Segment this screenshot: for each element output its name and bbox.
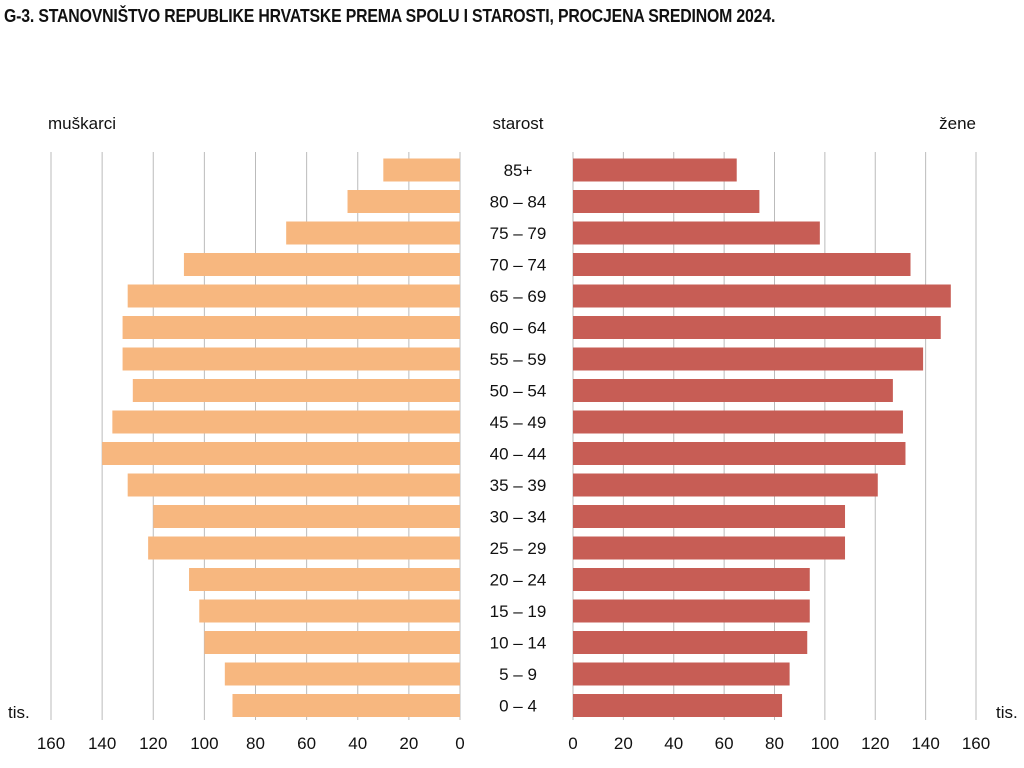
age-group-label: 65 – 69 xyxy=(490,287,547,306)
bar-men xyxy=(347,190,460,213)
bar-men xyxy=(102,442,460,465)
bar-men xyxy=(383,158,460,182)
x-tick-label-left: 0 xyxy=(455,734,464,753)
x-tick-label-left: 60 xyxy=(297,734,316,753)
age-group-label: 30 – 34 xyxy=(490,508,547,527)
age-group-label: 45 – 49 xyxy=(490,413,547,432)
x-tick-label-left: 40 xyxy=(348,734,367,753)
x-tick-label-left: 160 xyxy=(37,734,65,753)
bar-men xyxy=(127,284,460,308)
bar-women xyxy=(573,284,951,308)
bar-men xyxy=(127,473,460,497)
bar-women xyxy=(573,253,911,276)
x-tick-label-left: 20 xyxy=(399,734,418,753)
bar-women xyxy=(573,536,846,560)
bar-men xyxy=(148,536,460,560)
x-tick-label-right: 80 xyxy=(765,734,784,753)
bar-women xyxy=(573,662,790,686)
age-group-label: 25 – 29 xyxy=(490,539,547,558)
bar-women xyxy=(573,599,810,623)
bar-women xyxy=(573,473,878,497)
bar-women xyxy=(573,221,820,245)
bar-men xyxy=(183,253,461,276)
x-tick-label-right: 160 xyxy=(962,734,990,753)
x-ticks-left: 160 140 120 100 80 60 40 20 0 xyxy=(37,734,465,753)
age-labels: 85+ 80 – 84 75 – 79 70 – 74 65 – 69 60 – 64 55… xyxy=(490,161,547,716)
bar-women xyxy=(573,505,846,528)
axis-label-age: starost xyxy=(492,114,543,133)
bar-women xyxy=(573,158,737,182)
bar-men xyxy=(286,221,460,245)
x-tick-label-right: 60 xyxy=(715,734,734,753)
bar-men xyxy=(199,599,460,623)
bar-men xyxy=(122,347,460,371)
bar-men xyxy=(204,631,460,654)
x-tick-label-right: 40 xyxy=(664,734,683,753)
legend-men: muškarci xyxy=(48,114,116,133)
bar-women xyxy=(573,694,783,717)
age-group-label: 20 – 24 xyxy=(490,571,547,590)
age-group-label: 10 – 14 xyxy=(490,634,547,653)
x-tick-label-left: 140 xyxy=(88,734,116,753)
age-group-label: 5 – 9 xyxy=(499,665,537,684)
age-group-label: 35 – 39 xyxy=(490,476,547,495)
bar-women xyxy=(573,190,760,213)
bar-men xyxy=(224,662,460,686)
x-tick-label-right: 120 xyxy=(861,734,889,753)
grid-right xyxy=(572,152,977,720)
bar-women xyxy=(573,568,810,591)
age-group-label: 70 – 74 xyxy=(490,256,547,275)
age-group-label: 55 – 59 xyxy=(490,350,547,369)
bar-men xyxy=(122,316,460,339)
bars-men xyxy=(102,158,461,717)
bar-women xyxy=(573,379,893,402)
bar-women xyxy=(573,347,924,371)
age-group-label: 60 – 64 xyxy=(490,319,547,338)
bars-women xyxy=(573,158,951,717)
chart-title: G-3. STANOVNIŠTVO REPUBLIKE HRVATSKE PRE… xyxy=(4,6,776,26)
x-tick-label-right: 140 xyxy=(911,734,939,753)
bar-women xyxy=(573,316,941,339)
x-tick-label-left: 120 xyxy=(139,734,167,753)
bar-men xyxy=(132,379,461,402)
x-tick-label-left: 100 xyxy=(190,734,218,753)
age-group-label: 50 – 54 xyxy=(490,382,547,401)
age-group-label: 80 – 84 xyxy=(490,193,547,212)
x-tick-label-right: 100 xyxy=(811,734,839,753)
bar-men xyxy=(189,568,460,591)
bar-men xyxy=(112,410,460,434)
bar-men xyxy=(232,694,460,717)
unit-label-right: tis. xyxy=(996,703,1018,722)
x-tick-label-right: 0 xyxy=(568,734,577,753)
bar-women xyxy=(573,442,906,465)
unit-label-left: tis. xyxy=(8,703,30,722)
bar-women xyxy=(573,410,903,434)
age-group-label: 75 – 79 xyxy=(490,224,547,243)
bar-women xyxy=(573,631,808,654)
grid-left xyxy=(50,152,461,720)
age-group-label: 0 – 4 xyxy=(499,697,537,716)
bar-men xyxy=(153,505,460,528)
age-group-label: 15 – 19 xyxy=(490,602,547,621)
age-group-label: 40 – 44 xyxy=(490,445,547,464)
age-group-label: 85+ xyxy=(504,161,533,180)
x-ticks-right: 0 20 40 60 80 100 120 140 160 xyxy=(568,734,990,753)
legend-women: žene xyxy=(939,114,976,133)
x-tick-label-right: 20 xyxy=(614,734,633,753)
x-tick-label-left: 80 xyxy=(246,734,265,753)
